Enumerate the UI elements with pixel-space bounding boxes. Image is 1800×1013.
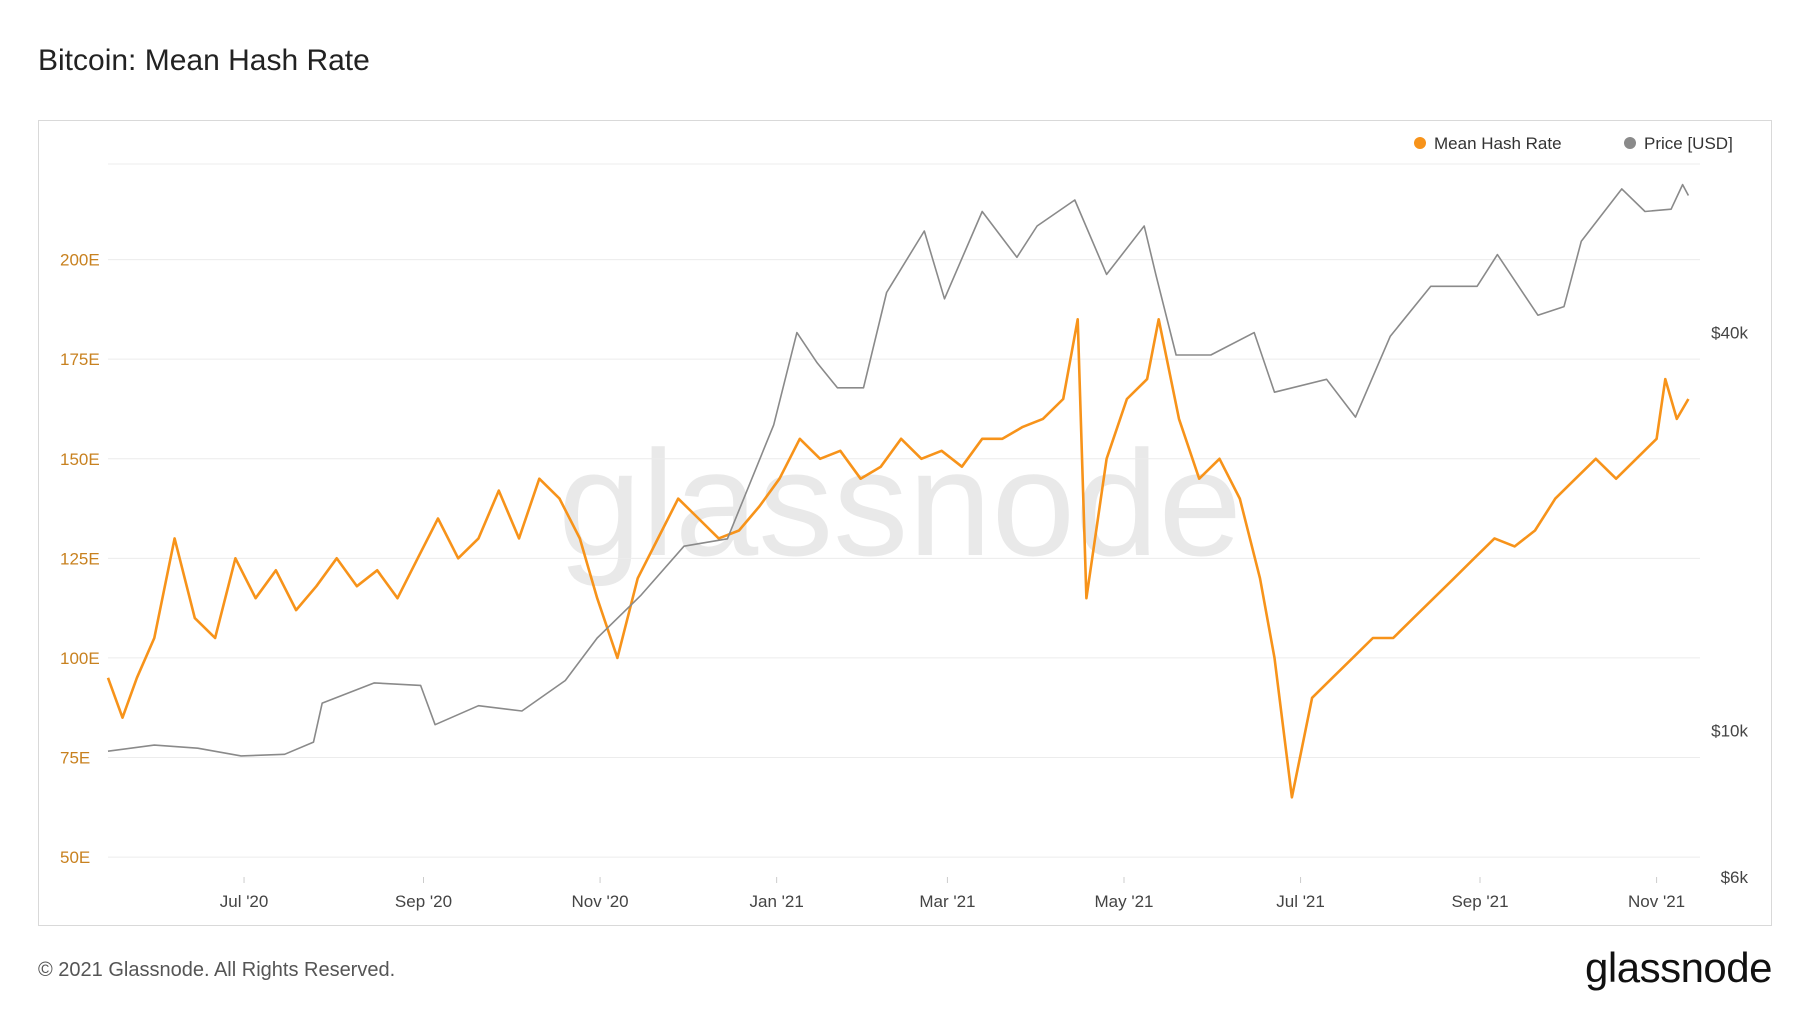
series-layer <box>106 183 1690 799</box>
copyright-text: © 2021 Glassnode. All Rights Reserved. <box>38 959 396 981</box>
x-tick-label: Jul '21 <box>1276 892 1325 911</box>
legend-item-price[interactable]: Price [USD] <box>1624 134 1733 153</box>
hash-rate-line <box>106 317 1690 799</box>
legend-item-hash-rate[interactable]: Mean Hash Rate <box>1414 134 1562 153</box>
legend-dot-icon <box>1624 137 1636 149</box>
price-line <box>107 183 1690 757</box>
watermark: glassnode <box>558 419 1242 587</box>
y-left-tick-label: 200E <box>60 251 100 270</box>
y-left-tick-label: 75E <box>60 749 90 768</box>
x-tick-label: Jul '20 <box>220 892 269 911</box>
y-right-tick-label: $40k <box>1711 324 1748 343</box>
x-tick-label: Sep '20 <box>395 892 452 911</box>
y-right-tick-label: $6k <box>1721 868 1749 887</box>
x-tick-label: Nov '20 <box>572 892 629 911</box>
x-tick-label: Sep '21 <box>1451 892 1508 911</box>
y-left-tick-label: 50E <box>60 848 90 867</box>
chart-frame <box>38 120 1772 926</box>
glassnode-logo: glassnode <box>1585 944 1772 991</box>
x-tick-label: Jan '21 <box>749 892 803 911</box>
chart-title: Bitcoin: Mean Hash Rate <box>38 44 370 77</box>
y-left-tick-label: 175E <box>60 350 100 369</box>
y-left-tick-label: 125E <box>60 549 100 568</box>
x-tick-label: Mar '21 <box>919 892 975 911</box>
x-tick-label: May '21 <box>1094 892 1153 911</box>
y-right-tick-label: $10k <box>1711 721 1748 740</box>
legend-dot-icon <box>1414 137 1426 149</box>
legend[interactable]: Mean Hash Rate Price [USD] <box>1414 134 1733 153</box>
legend-label: Mean Hash Rate <box>1434 134 1562 153</box>
grid-layer <box>108 163 1700 858</box>
axis-layer: 50E 75E 100E 125E 150E 175E 200E $6k $10k $40k Jul… <box>60 251 1748 911</box>
legend-label: Price [USD] <box>1644 134 1733 153</box>
y-left-tick-label: 100E <box>60 649 100 668</box>
y-left-tick-label: 150E <box>60 450 100 469</box>
x-tick-label: Nov '21 <box>1628 892 1685 911</box>
